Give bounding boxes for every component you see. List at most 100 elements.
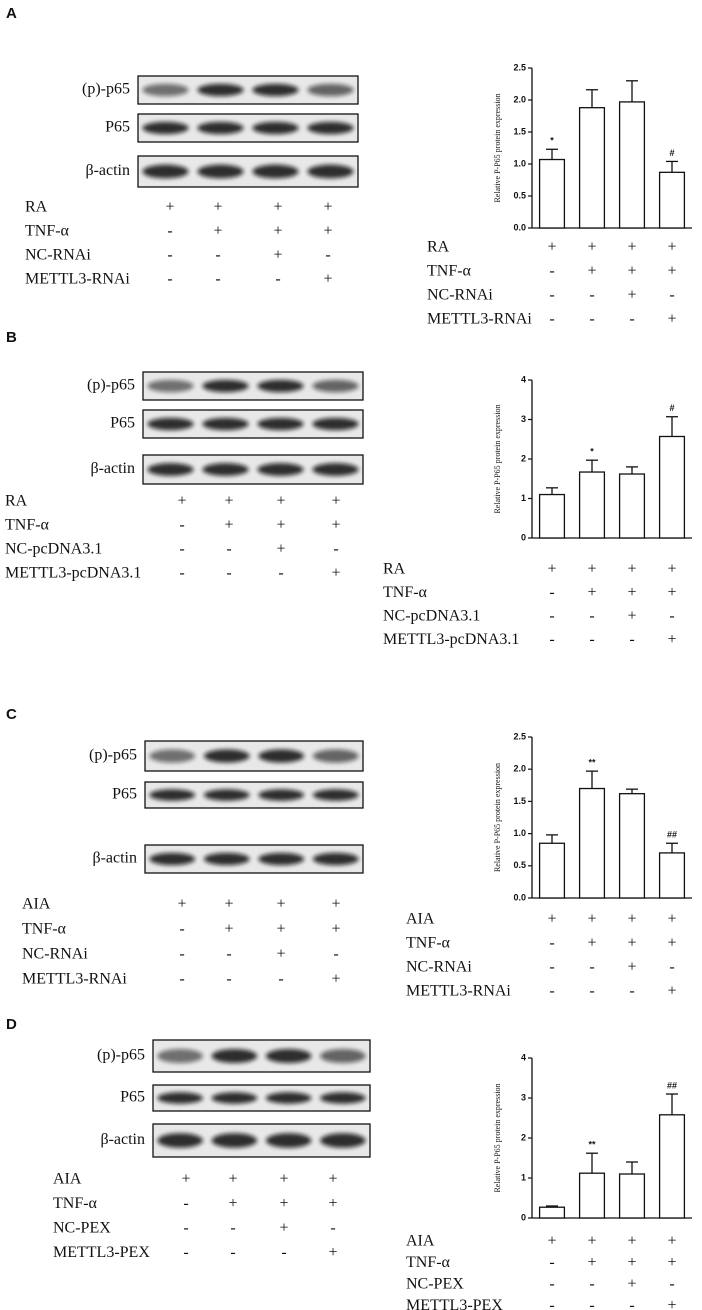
significance-label: ## — [667, 830, 677, 840]
bar — [658, 1114, 686, 1219]
blot-row-label: P65 — [120, 1089, 145, 1106]
y-tick-label: 1 — [521, 493, 526, 503]
condition-sign: + — [627, 584, 636, 601]
condition-sign: + — [331, 896, 340, 913]
blot-row-label: (p)-p65 — [97, 1047, 145, 1064]
condition-name: RA — [25, 199, 48, 216]
y-tick-label: 1.0 — [513, 158, 526, 168]
panel-label: D — [6, 1016, 17, 1033]
condition-sign: - — [589, 311, 594, 328]
panel: C (p)-p65 P65 β-actin AIA + + + + TNF-α - + + + NC-RNA… — [6, 706, 692, 1000]
blot-row-label: (p)-p65 — [87, 377, 135, 394]
blot-band — [307, 121, 354, 135]
condition-name: NC-RNAi — [406, 959, 472, 976]
condition-sign: + — [273, 247, 282, 264]
y-tick-label: 1 — [521, 1172, 526, 1182]
condition-name: METTL3-pcDNA3.1 — [5, 565, 141, 582]
condition-sign: + — [587, 263, 596, 280]
blot-band — [147, 379, 194, 393]
condition-name: METTL3-RNAi — [406, 983, 511, 1000]
y-tick-label: 1.5 — [513, 126, 526, 136]
condition-name: AIA — [406, 911, 435, 928]
blot-band — [147, 417, 194, 431]
condition-sign: - — [215, 247, 220, 264]
y-tick-label: 3 — [521, 414, 526, 424]
blot-band — [252, 121, 299, 135]
condition-name: NC-RNAi — [25, 247, 91, 264]
condition-sign: + — [279, 1171, 288, 1188]
blot-band — [147, 463, 194, 476]
condition-sign: + — [331, 517, 340, 534]
blot-band — [142, 83, 189, 97]
blot-row-label: P65 — [112, 786, 137, 803]
condition-name: TNF-α — [427, 263, 472, 280]
blot-band — [312, 463, 359, 476]
condition-name: NC-RNAi — [22, 946, 88, 963]
y-tick-label: 2 — [521, 1132, 526, 1142]
bar — [538, 1206, 566, 1219]
condition-sign: - — [167, 247, 172, 264]
blot-row-label: P65 — [110, 415, 135, 432]
blot-band — [258, 789, 305, 801]
blot-band — [265, 1092, 312, 1104]
significance-label: # — [669, 403, 674, 413]
condition-sign: + — [667, 263, 676, 280]
blot-band — [258, 749, 305, 763]
condition-sign: - — [589, 983, 594, 1000]
blot-band — [202, 463, 249, 476]
y-tick-label: 0.0 — [513, 892, 526, 902]
condition-name: NC-pcDNA3.1 — [383, 608, 480, 625]
condition-sign: + — [228, 1195, 237, 1212]
blot-band — [197, 164, 244, 179]
condition-sign: + — [276, 541, 285, 558]
y-tick-label: 3 — [521, 1092, 526, 1102]
condition-name: RA — [383, 561, 406, 578]
y-tick-label: 2 — [521, 453, 526, 463]
blot-band — [203, 852, 250, 866]
y-tick-label: 2.5 — [513, 62, 526, 72]
condition-sign: - — [589, 1276, 594, 1293]
condition-sign: - — [325, 247, 330, 264]
condition-sign: - — [669, 608, 674, 625]
blot-band — [312, 852, 359, 866]
condition-sign: + — [627, 263, 636, 280]
condition-sign: + — [224, 517, 233, 534]
condition-sign: + — [273, 199, 282, 216]
condition-sign: + — [279, 1195, 288, 1212]
blot-band — [211, 1048, 258, 1064]
condition-name: METTL3-PEX — [53, 1244, 150, 1261]
condition-sign: + — [627, 1276, 636, 1293]
blot-band — [320, 1133, 366, 1148]
condition-sign: - — [278, 971, 283, 988]
blot-band — [258, 852, 305, 866]
bar — [618, 1173, 646, 1219]
significance-label: # — [669, 148, 674, 158]
condition-sign: - — [589, 631, 594, 648]
condition-sign: - — [230, 1244, 235, 1261]
condition-sign: + — [331, 921, 340, 938]
blot-band — [312, 379, 359, 393]
condition-sign: - — [226, 565, 231, 582]
condition-sign: + — [177, 493, 186, 510]
y-tick-label: 2.0 — [513, 764, 526, 774]
condition-sign: + — [627, 608, 636, 625]
condition-sign: + — [587, 911, 596, 928]
condition-sign: + — [587, 935, 596, 952]
blot-band — [203, 749, 250, 763]
condition-sign: + — [273, 223, 282, 240]
blot-band — [149, 852, 196, 866]
condition-sign: + — [224, 493, 233, 510]
bar — [618, 793, 646, 899]
blot-band — [252, 83, 299, 97]
condition-sign: - — [330, 1220, 335, 1237]
condition-sign: - — [179, 946, 184, 963]
condition-name: METTL3-PEX — [406, 1297, 503, 1310]
blot-band — [157, 1092, 203, 1104]
y-axis-label: Relative P-P65 protein expression — [493, 763, 502, 872]
condition-sign: - — [179, 565, 184, 582]
condition-sign: + — [276, 896, 285, 913]
condition-sign: - — [669, 287, 674, 304]
condition-sign: - — [629, 983, 634, 1000]
condition-sign: - — [183, 1195, 188, 1212]
condition-sign: - — [226, 541, 231, 558]
